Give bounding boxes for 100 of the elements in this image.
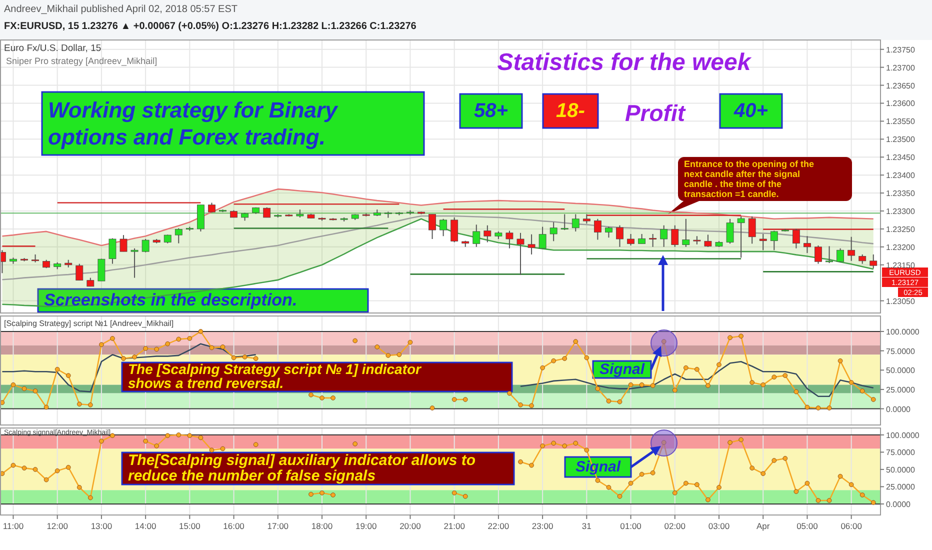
- candlestick: [506, 230, 514, 249]
- point: [848, 482, 854, 488]
- x-tick-label: 22:00: [488, 521, 510, 531]
- y-tick-label: 1.23200: [886, 242, 916, 252]
- candlestick: [826, 246, 833, 264]
- point: [54, 468, 60, 474]
- x-tick-label: 20:00: [400, 521, 422, 531]
- candlestick: [572, 214, 580, 232]
- annotation: The [Scalping Strategy script № 1] indicator shows a trend reversal.: [128, 360, 423, 391]
- candlestick: [550, 222, 558, 242]
- y-tick-label: 50.0000: [886, 465, 916, 474]
- candlestick: [726, 218, 734, 244]
- point: [187, 433, 192, 438]
- candlestick: [792, 228, 800, 249]
- candlestick: [770, 230, 778, 251]
- candlestick: [737, 216, 745, 258]
- point: [10, 462, 16, 468]
- point: [110, 433, 115, 438]
- candlestick: [638, 233, 646, 244]
- point: [352, 441, 358, 446]
- point: [154, 444, 159, 448]
- point: [32, 467, 38, 472]
- point: [209, 448, 214, 452]
- x-tick-label: 16:00: [223, 521, 245, 531]
- candlestick: [682, 218, 690, 248]
- point: [738, 437, 744, 442]
- candlestick: [174, 228, 182, 244]
- candlestick: [428, 214, 436, 240]
- x-tick-label: 21:00: [444, 521, 466, 531]
- candlestick: [649, 233, 657, 248]
- point: [716, 484, 722, 490]
- x-tick-label: 17:00: [267, 521, 289, 531]
- candlestick: [804, 236, 811, 254]
- point: [220, 446, 226, 452]
- candlestick: [704, 234, 712, 248]
- y-tick-label: 1.23450: [886, 153, 916, 162]
- x-tick-label: 15:00: [179, 521, 201, 531]
- candlestick: [671, 224, 679, 248]
- x-tick-label: 13:00: [90, 521, 112, 531]
- point: [584, 448, 590, 452]
- x-tick-label: 01:00: [620, 521, 642, 531]
- candlestick: [450, 216, 458, 243]
- y-tick-label: 1.23400: [886, 171, 916, 180]
- candlestick: [120, 234, 128, 252]
- candlestick: [616, 224, 624, 248]
- candlestick: [484, 224, 492, 243]
- point: [540, 444, 545, 448]
- annotation: 18-: [556, 100, 586, 122]
- point: [518, 459, 523, 464]
- point: [44, 477, 49, 482]
- candlestick: [142, 238, 150, 253]
- candlestick: [660, 224, 668, 248]
- x-tick-label: 12:00: [46, 521, 68, 531]
- point: [772, 458, 777, 463]
- y-tick-label: 25.0000: [886, 482, 916, 492]
- point: [462, 494, 468, 499]
- candlestick: [870, 254, 878, 269]
- point: [672, 490, 678, 496]
- candlestick: [814, 244, 822, 264]
- text: Andreev_Mikhail published April 02, 2018 05:57 EST: [4, 4, 238, 15]
- y-tick-label: 1.23750: [886, 45, 916, 54]
- candlestick: [748, 216, 756, 244]
- annotation: Entrance to the opening of the next candle after the signal candle . the time of the transaction =1 candle.: [684, 158, 814, 199]
- candlestick: [98, 258, 106, 282]
- chart-title: [Scalping Strategy] script №1 [Andreev_Mikhail]: [4, 319, 174, 328]
- y-tick-label: 100.0000: [886, 430, 920, 440]
- point: [562, 444, 568, 448]
- point: [573, 440, 578, 446]
- point: [804, 480, 810, 486]
- point: [628, 480, 634, 486]
- x-tick-label: 19:00: [355, 521, 378, 531]
- y-tick-label: 100.0000: [886, 327, 920, 336]
- point: [860, 492, 865, 498]
- candlestick: [538, 226, 546, 249]
- x-tick-label: 11:00: [2, 521, 24, 531]
- point: [684, 480, 688, 486]
- x-tick-label: 23:00: [532, 521, 554, 531]
- candlestick: [472, 224, 480, 248]
- point: [77, 484, 82, 490]
- y-tick-label: 1.23650: [886, 81, 916, 90]
- y-tick-label: 25.0000: [886, 385, 916, 394]
- candlestick: [594, 218, 602, 240]
- y-tick-label: 50.0000: [886, 366, 916, 376]
- y-tick-label: 1.23350: [886, 189, 916, 198]
- annotation: 40+: [733, 100, 768, 122]
- point: [88, 495, 93, 500]
- point: [198, 435, 204, 440]
- candlestick: [759, 233, 767, 251]
- x-tick-label: 14:00: [134, 521, 156, 531]
- candlestick: [836, 248, 844, 263]
- annotation: Working strategy for Binary options and Forex trading.: [48, 98, 340, 150]
- candlestick: [560, 214, 568, 231]
- candlestick: [848, 236, 856, 262]
- point: [308, 492, 314, 497]
- candlestick: [263, 206, 271, 218]
- y-tick-label: 1.23050: [886, 296, 916, 306]
- point: [728, 440, 732, 445]
- point: [143, 438, 148, 444]
- point: [870, 500, 876, 505]
- point: [617, 494, 622, 499]
